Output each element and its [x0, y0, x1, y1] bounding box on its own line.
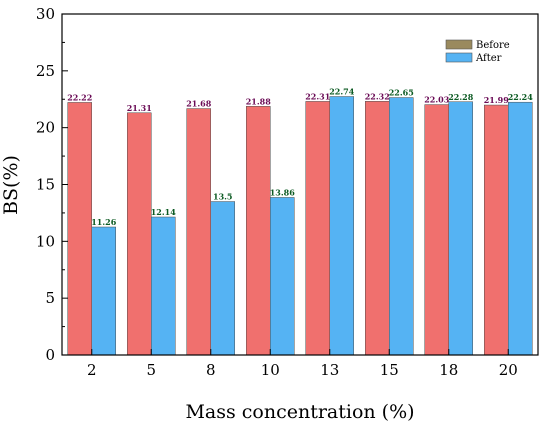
- x-tick-label: 20: [499, 361, 518, 379]
- data-label-before-15: 22.32: [365, 91, 390, 101]
- data-label-after-10: 13.86: [270, 187, 295, 197]
- legend-label-after: After: [475, 53, 502, 64]
- x-tick-label: 5: [146, 361, 156, 379]
- bar-before-5: [127, 112, 152, 356]
- data-label-before-18: 22.03: [424, 95, 449, 105]
- y-tick-label: 0: [45, 346, 55, 364]
- bar-before-13: [305, 101, 330, 356]
- bars-layer: [67, 96, 533, 356]
- data-label-before-20: 21.99: [484, 95, 509, 105]
- y-axis-title: BS(%): [0, 155, 22, 215]
- data-label-after-8: 13.5: [213, 192, 232, 202]
- y-tick-label: 25: [36, 62, 55, 80]
- data-label-after-5: 12.14: [151, 207, 176, 217]
- x-tick-label: 8: [206, 361, 216, 379]
- data-label-before-5: 21.31: [127, 103, 152, 113]
- y-tick-label: 30: [36, 5, 55, 23]
- data-labels-layer: 22.22 21.31 21.68 21.88 22.31 22.32 22.03 21.99…: [67, 87, 533, 227]
- bar-after-2: [91, 226, 116, 356]
- y-tick-label: 20: [36, 119, 55, 137]
- bar-before-2: [67, 102, 92, 356]
- x-tick-label: 15: [380, 361, 399, 379]
- bar-after-13: [329, 96, 354, 356]
- data-label-before-10: 21.88: [246, 96, 271, 106]
- data-label-after-2: 11.26: [91, 217, 116, 227]
- legend: Before After: [445, 39, 510, 64]
- x-tick-label: 13: [320, 361, 339, 379]
- y-tick-label: 15: [36, 176, 55, 194]
- bar-after-8: [210, 201, 235, 356]
- data-label-before-13: 22.31: [305, 91, 330, 101]
- data-label-before-2: 22.22: [67, 92, 92, 102]
- bar-after-15: [389, 97, 414, 356]
- bar-after-10: [270, 197, 295, 356]
- y-tick-label: 10: [36, 232, 55, 250]
- legend-swatch-after: [445, 52, 473, 63]
- y-tick-label: 5: [45, 289, 55, 307]
- y-axis-ticks: 0 5 10 15 20 25 30: [36, 5, 68, 364]
- x-tick-label: 2: [87, 361, 97, 379]
- legend-swatch-before: [445, 39, 473, 50]
- legend-label-before: Before: [476, 40, 510, 51]
- data-label-after-18: 22.28: [448, 92, 473, 102]
- x-axis-title: Mass concentration (%): [185, 401, 414, 423]
- bar-after-18: [448, 101, 473, 356]
- bar-before-10: [246, 106, 271, 356]
- bar-before-18: [424, 104, 449, 356]
- x-tick-label: 10: [261, 361, 280, 379]
- bar-after-5: [151, 216, 176, 356]
- data-label-after-20: 22.24: [508, 92, 533, 102]
- bar-before-15: [365, 101, 390, 356]
- bar-before-20: [484, 104, 509, 356]
- x-tick-label: 18: [439, 361, 458, 379]
- bar-after-20: [508, 101, 533, 356]
- data-label-after-15: 22.65: [389, 88, 414, 98]
- data-label-after-13: 22.74: [329, 87, 354, 97]
- bar-before-8: [186, 108, 211, 356]
- data-label-before-8: 21.68: [186, 99, 211, 109]
- x-axis-ticks: 2 5 8 10 13 15 18 20: [87, 349, 518, 379]
